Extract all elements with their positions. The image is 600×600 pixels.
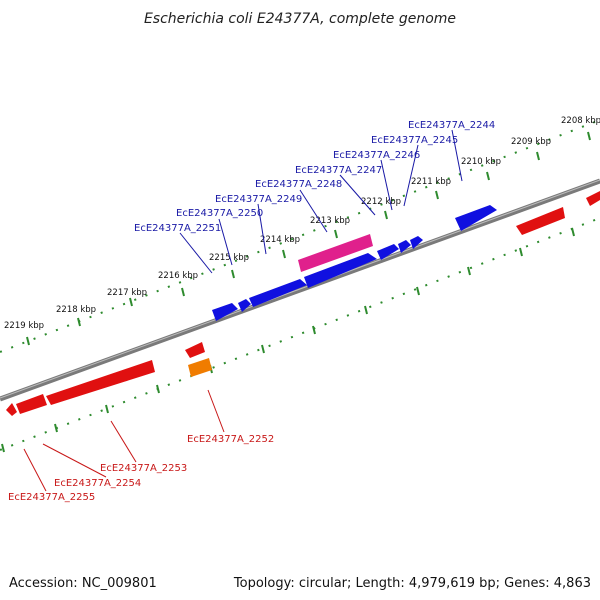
- major-tick: [536, 151, 540, 161]
- accession-text: Accession: NC_009801: [9, 576, 157, 591]
- scale-tick-labels: 2208 kbp 2209 kbp 2210 kbp 2211 kbp 2212…: [4, 116, 600, 331]
- connector-line: [110, 420, 137, 463]
- connector-line: [218, 218, 233, 266]
- gene-label[interactable]: EcE24377A_2247: [295, 165, 382, 176]
- major-tick: [156, 384, 160, 394]
- gene-ece24377a-2255[interactable]: [6, 403, 17, 416]
- tick-label: 2219 kbp: [4, 321, 44, 331]
- major-tick: [587, 131, 591, 141]
- gene-ece24377a-2244[interactable]: [455, 205, 497, 231]
- major-tick: [571, 227, 575, 237]
- forward-label-connectors: [179, 129, 463, 274]
- connector-line: [207, 389, 225, 433]
- connector-line: [23, 448, 47, 492]
- major-tick: [129, 297, 133, 307]
- major-tick: [54, 423, 58, 433]
- gene-highlighted[interactable]: [298, 234, 373, 272]
- gene-ece24377a-2252[interactable]: [188, 358, 212, 377]
- genome-backbone: [0, 178, 600, 402]
- genome-summary-text: Topology: circular; Length: 4,979,619 bp…: [233, 576, 591, 591]
- gene-label[interactable]: EcE24377A_2251: [134, 223, 221, 234]
- gene-ece24377a-2253[interactable]: [46, 360, 155, 405]
- gene-label[interactable]: EcE24377A_2255: [8, 492, 95, 503]
- tick-label: 2214 kbp: [260, 235, 300, 245]
- gene-label[interactable]: EcE24377A_2250: [176, 208, 263, 219]
- gene-ece24377a-2250[interactable]: [238, 299, 251, 312]
- major-tick: [467, 266, 471, 276]
- gene-label[interactable]: EcE24377A_2249: [215, 194, 302, 205]
- major-tick: [435, 190, 439, 200]
- gene-red-right-2[interactable]: [586, 191, 600, 206]
- major-tick: [364, 305, 368, 315]
- tick-label: 2218 kbp: [56, 305, 96, 315]
- major-tick: [26, 336, 30, 346]
- reverse-major-ticks: [1, 227, 575, 453]
- tick-label: 2210 kbp: [461, 157, 501, 167]
- tick-label: 2217 kbp: [107, 288, 147, 298]
- gene-red-right-1[interactable]: [516, 207, 565, 235]
- connector-line: [257, 203, 267, 255]
- connector-line: [380, 159, 393, 211]
- major-tick: [77, 317, 81, 327]
- tick-label: 2211 kbp: [411, 177, 451, 187]
- major-tick: [105, 404, 109, 414]
- forward-gene-labels: EcE24377A_2244 EcE24377A_2245 EcE24377A_…: [134, 120, 495, 234]
- gene-label[interactable]: EcE24377A_2245: [371, 135, 458, 146]
- gene-ece24377a-2254[interactable]: [16, 394, 47, 414]
- tick-label: 2208 kbp: [561, 116, 600, 126]
- gene-ece24377a-2245[interactable]: [410, 236, 423, 249]
- reverse-scale-track: [0, 217, 600, 451]
- major-tick: [312, 325, 316, 335]
- gene-label[interactable]: EcE24377A_2253: [100, 463, 187, 474]
- connector-line: [42, 443, 107, 478]
- major-tick: [282, 249, 286, 259]
- reverse-gene-labels: EcE24377A_2252 EcE24377A_2253 EcE24377A_…: [8, 434, 274, 503]
- gene-ece24377a-2248[interactable]: [304, 253, 377, 288]
- reverse-genes: [6, 191, 600, 416]
- tick-label: 2213 kbp: [310, 216, 350, 226]
- major-tick: [486, 171, 490, 181]
- tick-label: 2212 kbp: [361, 197, 401, 207]
- connector-line: [179, 232, 213, 274]
- tick-label: 2216 kbp: [158, 271, 198, 281]
- gene-label[interactable]: EcE24377A_2244: [408, 120, 495, 131]
- gene-label[interactable]: EcE24377A_2248: [255, 179, 342, 190]
- tick-label: 2209 kbp: [511, 137, 551, 147]
- connector-line: [339, 174, 376, 216]
- major-tick: [181, 287, 185, 297]
- gene-ece24377a-2247[interactable]: [377, 244, 399, 260]
- gene-label[interactable]: EcE24377A_2246: [333, 150, 420, 161]
- connector-line: [403, 144, 419, 207]
- gene-ece24377a-2249[interactable]: [249, 279, 307, 307]
- connector-line: [299, 189, 328, 233]
- major-tick: [384, 210, 388, 220]
- gene-ece24377a-2251[interactable]: [212, 303, 238, 321]
- genome-backbone-highlight: [0, 179, 600, 399]
- gene-label[interactable]: EcE24377A_2254: [54, 478, 141, 489]
- connector-line: [451, 129, 463, 182]
- gene-ece24377a-2246[interactable]: [398, 240, 411, 253]
- tick-label: 2215 kbp: [209, 253, 249, 263]
- major-tick: [231, 269, 235, 279]
- reverse-label-connectors: [23, 389, 225, 492]
- gene-ece24377a-2252-partner[interactable]: [185, 342, 205, 358]
- major-tick: [416, 286, 420, 296]
- major-tick: [334, 229, 338, 239]
- forward-genes: [212, 205, 497, 321]
- major-tick: [1, 443, 5, 453]
- map-title: Escherichia coli E24377A, complete genom…: [144, 11, 456, 27]
- gene-label[interactable]: EcE24377A_2252: [187, 434, 274, 445]
- major-tick: [519, 247, 523, 257]
- major-tick: [261, 344, 265, 354]
- forward-major-ticks: [26, 131, 591, 346]
